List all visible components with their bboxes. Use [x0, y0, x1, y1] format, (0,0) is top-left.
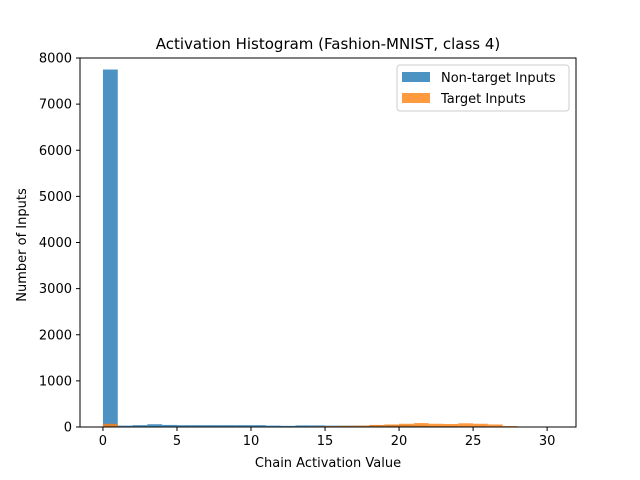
- plot-area: [79, 57, 577, 428]
- histogram-bar-series-1-bin-16: [339, 425, 355, 427]
- x-axis: 0 5 10 15 20 25 30: [99, 427, 556, 449]
- histogram-bar-series-1-bin-18: [369, 424, 385, 427]
- histogram-bar-series-0-bin-12: [280, 425, 296, 427]
- histogram-bar-series-1-bin-25: [473, 423, 488, 427]
- legend-swatch-series-1: [402, 93, 430, 103]
- histogram-bar-series-0-bin-8: [221, 425, 237, 427]
- x-tick-label: 5: [173, 434, 181, 449]
- x-tick-label: 10: [243, 434, 260, 449]
- x-axis-label: Chain Activation Value: [255, 456, 401, 471]
- x-tick-label: 25: [465, 434, 482, 449]
- y-tick-label: 8000: [39, 52, 72, 67]
- y-axis: 0 1000 2000 3000 4000 5000 6000 7000 8000: [39, 52, 80, 436]
- y-tick-label: 2000: [39, 328, 72, 343]
- y-tick-label: 7000: [39, 98, 72, 113]
- histogram-bar-series-1-bin-19: [384, 424, 400, 427]
- legend-swatch-series-0: [402, 72, 430, 82]
- legend: Non-target Inputs Target Inputs: [396, 64, 570, 112]
- x-tick-label: 20: [391, 434, 408, 449]
- y-tick-label: 6000: [39, 144, 72, 159]
- y-tick-label: 1000: [39, 374, 72, 389]
- histogram-bar-series-0-bin-14: [310, 425, 326, 427]
- histogram-bar-series-0-bin-5: [176, 425, 192, 427]
- histogram-bar-series-0-bin-1: [117, 425, 133, 427]
- legend-label-series-1: Target Inputs: [440, 92, 526, 107]
- histogram-bar-series-1-bin-22: [428, 423, 444, 427]
- y-tick-label: 0: [64, 421, 72, 436]
- histogram-bar-series-1-bin-24: [458, 423, 474, 427]
- x-tick-label: 30: [539, 434, 556, 449]
- histogram-bar-series-0-bin-7: [206, 425, 222, 427]
- histogram-bar-series-0-bin-2: [132, 425, 148, 427]
- histogram-bar-series-0-bin-11: [265, 425, 281, 427]
- histogram-bar-series-0-bin-0: [102, 69, 118, 427]
- y-tick-label: 3000: [39, 282, 72, 297]
- histogram-bar-series-1-bin-23: [443, 424, 459, 427]
- histogram-bar-series-0-bin-13: [295, 425, 311, 427]
- chart-title: Activation Histogram (Fashion-MNIST, cla…: [156, 35, 501, 53]
- histogram-bar-series-0-bin-9: [236, 425, 252, 427]
- histogram-bar-series-0-bin-10: [251, 425, 266, 427]
- y-tick-label: 4000: [39, 236, 72, 251]
- x-tick-label: 15: [317, 434, 334, 449]
- plot-frame: [79, 57, 577, 428]
- histogram-bar-series-1-bin-20: [399, 423, 414, 427]
- histogram-bar-series-1-bin-17: [354, 425, 370, 427]
- histogram-bar-series-0-bin-4: [162, 424, 177, 427]
- histogram-bar-series-0-bin-3: [147, 424, 163, 427]
- histogram-bar-series-0-bin-6: [191, 425, 207, 427]
- y-axis-label: Number of Inputs: [15, 188, 30, 302]
- histogram-bar-series-1-bin-0: [102, 423, 118, 427]
- histogram-bar-series-1-bin-21: [413, 423, 429, 427]
- y-tick-label: 5000: [39, 190, 72, 205]
- legend-label-series-0: Non-target Inputs: [441, 71, 556, 86]
- legend-box: [396, 64, 570, 112]
- histogram-bar-series-1-bin-26: [487, 424, 503, 427]
- x-tick-label: 0: [99, 434, 107, 449]
